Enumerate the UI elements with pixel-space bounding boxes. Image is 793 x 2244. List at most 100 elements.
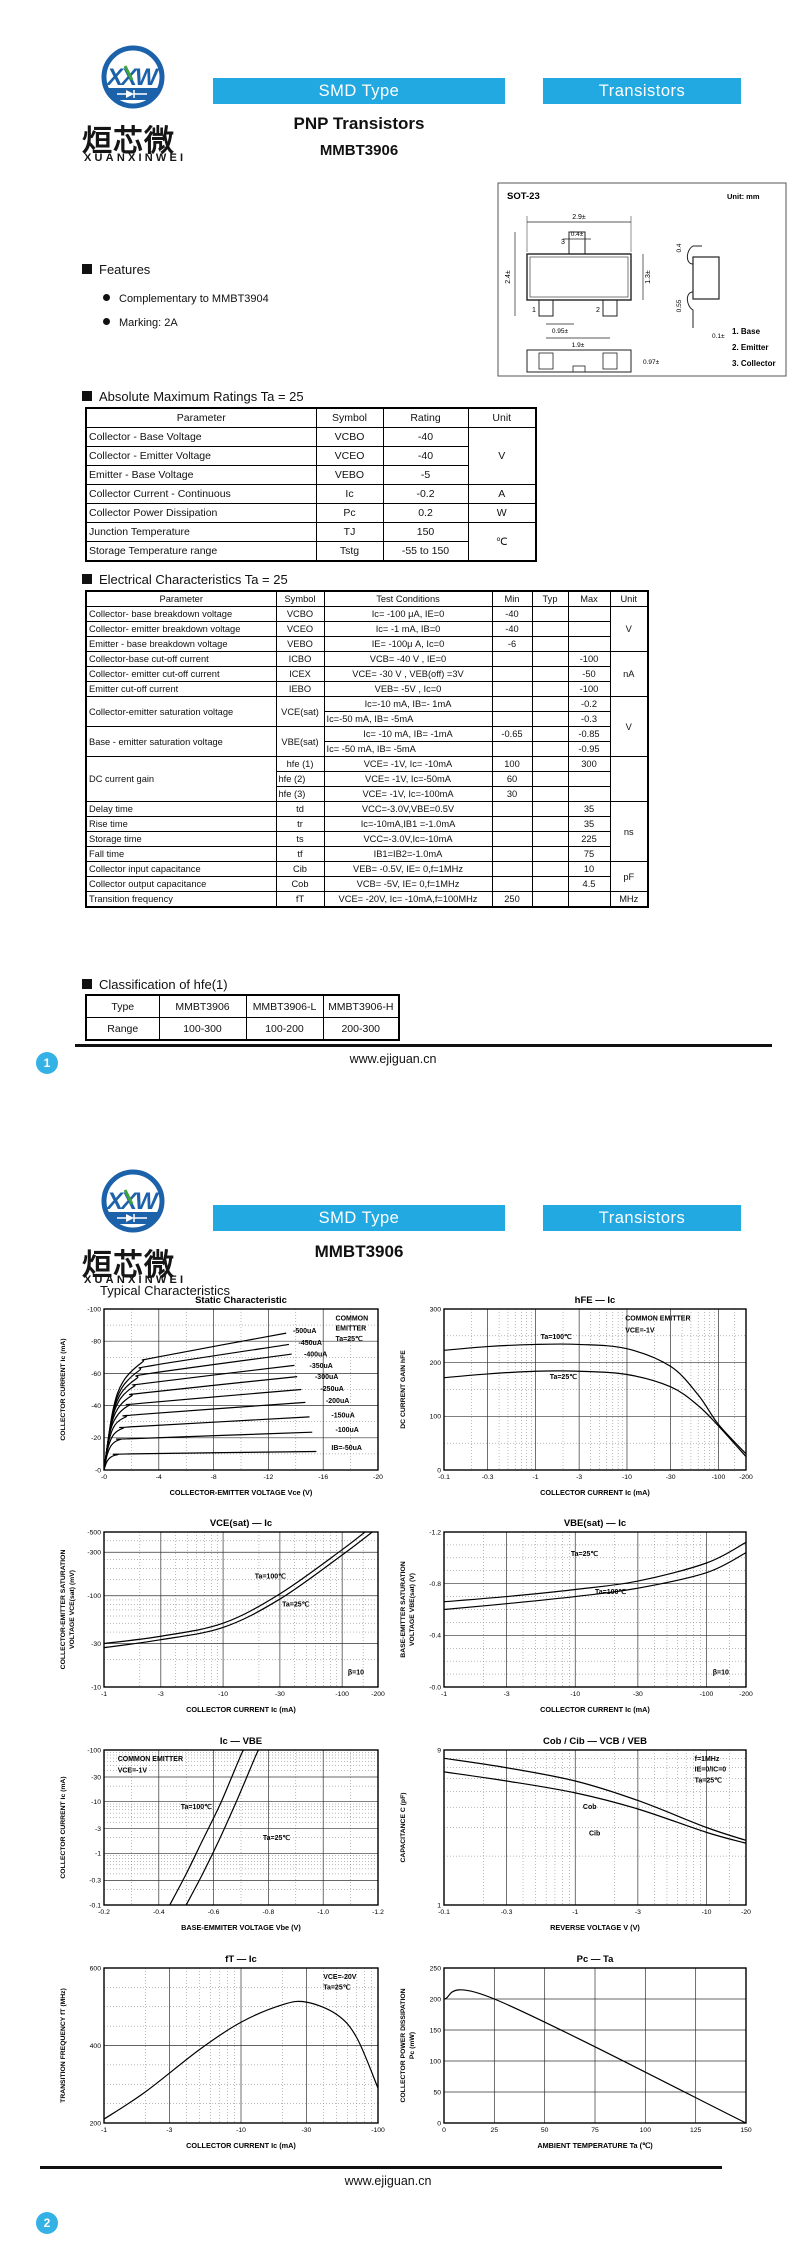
table-cell: 100-300	[158, 1017, 247, 1041]
xxw-logo-icon: XXW	[101, 1169, 165, 1233]
chart-text: -0.1	[438, 1474, 450, 1481]
table-cell	[531, 846, 569, 862]
features-heading: Features	[82, 262, 150, 277]
chart-series-group	[104, 1532, 374, 1649]
chart-text: -100	[87, 1747, 101, 1754]
brand-logo: XXW	[95, 1168, 171, 1241]
table-cell: A	[467, 484, 537, 504]
chart-text: 200	[430, 1996, 442, 2003]
chart-text: -0.6	[208, 1909, 220, 1916]
table-cell: 100-200	[245, 1017, 324, 1041]
table-row: Collector Power Dissipation Pc 0.2 W	[85, 503, 537, 523]
chart-text: IE=0/IC=0	[695, 1767, 727, 1774]
chart-text: 150	[740, 2127, 752, 2134]
chart-text: -10	[91, 1799, 101, 1806]
table-cell: VCC=-3.0V,VBE=0.5V	[323, 801, 493, 817]
chart-text: COLLECTOR CURRENT Ic (mA)	[186, 1705, 296, 1714]
electrical-characteristics-table: Parameter Symbol Test Conditions Min Typ Max U…	[85, 590, 649, 908]
table-cell: Collector Current - Continuous	[85, 484, 317, 504]
chart-text: REVERSE VOLTAGE V (V)	[550, 1923, 640, 1932]
chart-text: COLLECTOR CURRENT Ic (mA)	[540, 1488, 650, 1497]
chart-text: Ta=25℃	[263, 1834, 291, 1842]
table-header-row: Parameter Symbol Test Conditions Min Typ Max U…	[85, 590, 649, 607]
chart-text: 100	[640, 2127, 652, 2134]
series-Cib	[444, 1771, 746, 1844]
column-header: Parameter	[85, 407, 317, 428]
table-cell: Emitter - Base Voltage	[85, 465, 317, 485]
chart-text: -30	[301, 2127, 311, 2134]
chart-svg-hfe-ic: -0.1 -0.3 -1 -3 -10 -30 -100 -200 0 100 200 300 COMM…	[400, 1295, 753, 1497]
table-cell: -40	[382, 446, 469, 466]
table-cell: MMBT3906-H	[322, 994, 400, 1018]
series-Cob	[444, 1757, 746, 1841]
chart-text: 1	[437, 1902, 441, 1909]
dim-pin-width: 0.4±	[571, 231, 584, 238]
chart-text: 100	[430, 2058, 442, 2065]
classification-table: Type MMBT3906 MMBT3906-L MMBT3906-H Range 100…	[85, 994, 400, 1041]
chart-text: -3	[158, 1691, 164, 1698]
chart-text: -100	[712, 1474, 726, 1481]
chart-text: -16	[318, 1474, 328, 1481]
table-row: Base - emitter saturation voltage VBE(sat…	[85, 726, 648, 757]
brand-name-en: XUANXINWEI	[84, 152, 187, 164]
chart-text: 200	[90, 2120, 102, 2127]
chart-text: -250uA	[320, 1386, 343, 1393]
chart-text: CAPACITANCE C (pF)	[400, 1793, 407, 1863]
chart-text: 400	[90, 2043, 102, 2050]
table-cell: ICBO	[275, 651, 325, 667]
table-cell: Ic= -100 μA, IE=0	[323, 606, 493, 622]
chart-text: Ta=25℃	[550, 1373, 578, 1381]
table-cell	[491, 681, 533, 697]
table-cell: -0.3	[567, 711, 611, 727]
table-cell: MMBT3906	[158, 994, 247, 1018]
column-header: Parameter	[85, 590, 277, 607]
chart-text: -0.8	[263, 1909, 275, 1916]
table-cell: tf	[275, 846, 325, 862]
chart-text: 0	[442, 2127, 446, 2134]
chart-svg-ic-vbe: -0.2 -0.4 -0.6 -0.8 -1.0 -1.2 -0.1 -0.3 -1 -3 -10 -…	[60, 1736, 384, 1932]
table-cell: V	[467, 427, 537, 485]
pin-3-number: 3	[561, 239, 565, 246]
table-row: Collector - Emitter Voltage VCEO -40	[85, 446, 536, 466]
series-Ta=100℃	[104, 1532, 367, 1645]
chart-text: COMMON EMITTER	[625, 1315, 690, 1322]
abs-max-heading: Absolute Maximum Ratings Ta = 25	[82, 389, 304, 404]
column-header: Symbol	[275, 590, 325, 607]
dim-pitch: 0.95±	[552, 328, 569, 335]
class-table: Type MMBT3906 MMBT3906-L MMBT3906-H Range 100…	[85, 994, 400, 1041]
series-IB=-50uA	[104, 1450, 317, 1470]
table-cell: Range	[85, 1017, 160, 1041]
chart-text: COLLECTOR-EMITTER VOLTAGE Vce (V)	[170, 1488, 313, 1497]
table-row: Rise time tr Ic=-10mA,IB1 =-1.0mA 35	[85, 816, 648, 832]
chart-text: -20	[91, 1435, 101, 1442]
chart-svg-vcesat-ic: -1 -3 -10 -30 -100 -200 -10 -30 -100 -300 -500 Ta=1…	[60, 1518, 385, 1714]
chart-text: Ta=25℃	[571, 1550, 599, 1558]
table-cell	[531, 786, 569, 802]
chart-text: Ta=100℃	[541, 1333, 572, 1341]
chart-text: 250	[430, 1965, 442, 1972]
table-cell	[531, 741, 569, 757]
table-row: Fall time tf IB1=IB2=-1.0mA 75	[85, 846, 648, 862]
table-cell: Emitter - base breakdown voltage	[85, 636, 277, 652]
chart-series-group	[444, 1757, 746, 1844]
chart-text: -500uA	[293, 1328, 316, 1335]
charts-area: -0 -4 -8 -12 -16 -20 -0 -20 -40 -60 -80 -100 COMMON E…	[0, 1122, 793, 2244]
table-cell: Ic= -50 mA, IB= -5mA	[323, 741, 493, 757]
chart-text: 125	[690, 2127, 702, 2134]
chart-text: -200	[371, 1691, 385, 1698]
chart-text: 25	[491, 2127, 499, 2134]
table-cell: ICEX	[275, 666, 325, 682]
dim-lead-bot: 0.55	[676, 299, 683, 312]
table-cell: 30	[491, 786, 533, 802]
table-cell: VCB= -5V, IE= 0,f=1MHz	[323, 876, 493, 892]
table-cell	[491, 696, 533, 712]
chart-text: -30	[633, 1691, 643, 1698]
table-cell	[491, 861, 533, 877]
table-cell	[491, 711, 533, 727]
table-cell: Collector- base breakdown voltage	[85, 606, 277, 622]
table-row: hfe (3) VCE= -1V, Ic=-100mA 30	[86, 786, 648, 802]
table-cell: -0.2	[567, 696, 611, 712]
chart-text: -450uA	[299, 1340, 322, 1347]
chart-svg-cob-cib: -0.1 -0.3 -1 -3 -10 -20 1 9 f=1MHz IE=0/IC=0 Ta=25…	[400, 1736, 751, 1932]
table-cell: 150	[382, 522, 469, 542]
